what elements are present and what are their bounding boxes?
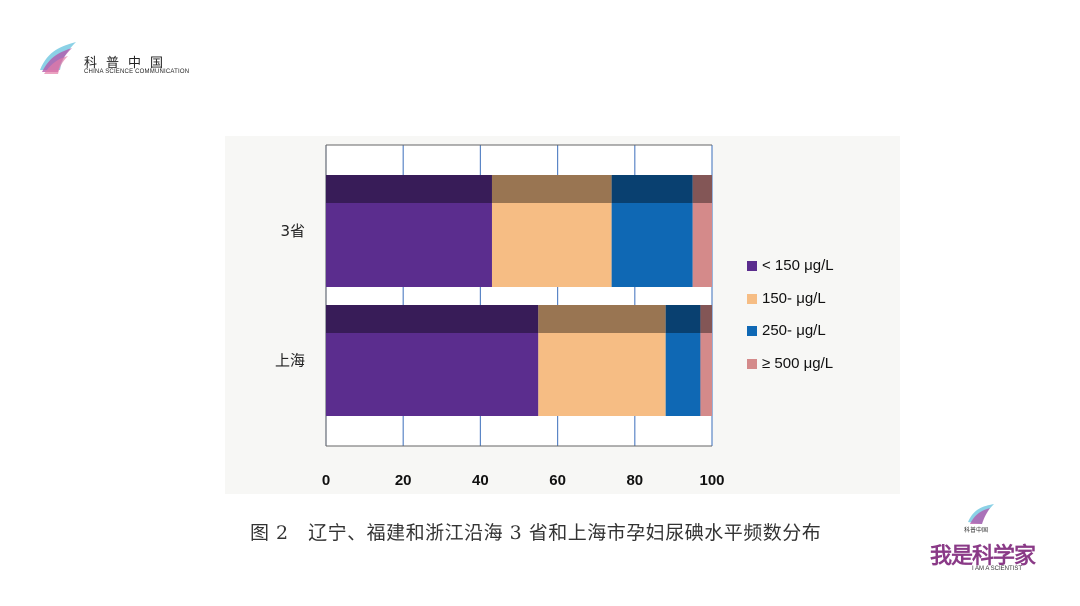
legend-label-1: 150- μg/L [762,289,826,307]
bar-0-1 [491,203,612,287]
logo-bottom-name-en: I AM A SCIENTIST [972,566,1023,572]
logo-kepu-china: 科普中国 CHINA SCIENCE COMMUNICATION [38,40,208,80]
bar-1-3 [700,333,712,416]
bar-0-3 [692,203,712,287]
bar-top-0-3 [692,175,712,203]
logo-mark-icon [40,42,76,74]
category-label-1: 上海 [275,352,305,370]
bar-top-0-1 [491,175,612,203]
x-tick-label-60: 60 [549,472,566,489]
bar-0-2 [611,203,693,287]
bar-1-2 [665,333,701,416]
bar-top-1-1 [538,305,666,333]
x-tick-label-40: 40 [472,472,489,489]
legend-swatch-2 [747,326,757,336]
logo-name-en: CHINA SCIENCE COMMUNICATION [84,69,190,75]
logo-name-cn: 科普中国 [84,56,173,71]
legend-label-0: < 150 μg/L [762,257,834,274]
legend-swatch-1 [747,293,757,304]
bar-1-1 [538,333,666,416]
logo-i-am-a-scientist: 科普中国 我是科学家 I AM A SCIENTIST [922,500,1042,580]
bar-top-1-3 [700,305,712,333]
chart-panel: 3省上海 0 20 40 60 80 100 [225,136,900,494]
logo-bottom-small-cn: 科普中国 [964,527,989,534]
x-tick-label-20: 20 [395,472,412,489]
x-tick-label-0: 0 [322,472,330,489]
bar-top-1-2 [665,305,701,333]
legend-label-3: ≥ 500 μg/L [762,354,834,372]
logo-bottom-name-cn: 我是科学家 [930,544,1036,569]
legend-swatch-3 [747,358,757,369]
x-tick-label-80: 80 [626,472,643,489]
legend-swatch-0 [747,261,757,271]
bar-top-0-0 [326,175,492,203]
bar-1-0 [326,333,539,416]
bar-top-1-0 [326,305,539,333]
bar-0-0 [326,203,492,287]
category-label-0: 3省 [280,222,305,240]
figure-caption: 图 2 辽宁、福建和浙江沿海 3 省和上海市孕妇尿碘水平频数分布 [250,522,822,544]
bar-top-0-2 [611,175,693,203]
logo-bottom-mark-icon [968,504,994,524]
x-tick-label-100: 100 [699,472,724,489]
legend-label-2: 250- μg/L [762,322,826,339]
